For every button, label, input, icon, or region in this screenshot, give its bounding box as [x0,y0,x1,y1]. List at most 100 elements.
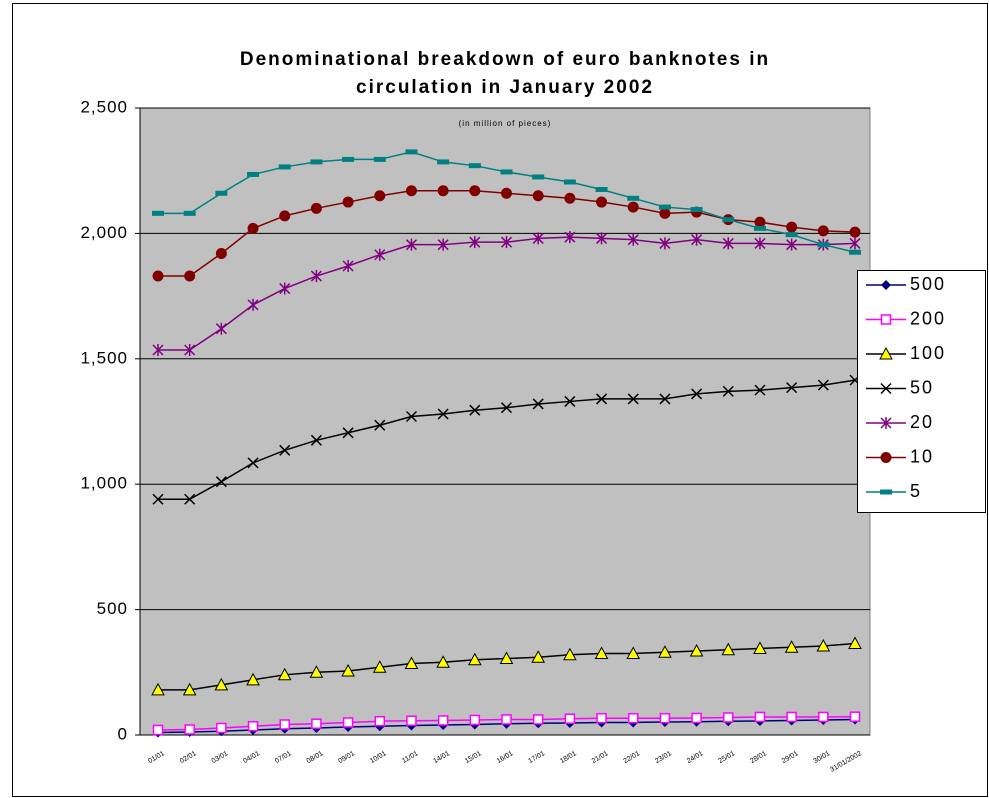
point [818,711,829,723]
point [437,408,449,420]
point [405,238,417,251]
point [247,298,259,311]
point [310,159,323,165]
point [214,677,229,691]
legend-marker [880,314,892,325]
point [499,651,514,665]
y-tick-label: 500 [97,599,128,618]
point [437,159,450,165]
legend-label: 500 [910,274,946,294]
point [658,204,671,210]
y-tick-label: 2,000 [80,223,128,242]
point [374,419,386,431]
point [690,207,703,213]
point [469,404,481,416]
point [469,185,481,197]
point [786,221,798,233]
point [405,185,417,197]
point [563,179,576,185]
point [310,434,322,446]
point [184,344,196,357]
point [721,642,736,656]
legend-marker [880,417,892,429]
title-line: Denominational breakdown of euro banknot… [240,49,770,70]
plot-area [139,107,871,736]
point [372,660,387,673]
point [849,237,861,250]
legend-marker [879,346,893,360]
point [627,201,639,213]
point [404,656,419,670]
point [182,682,197,696]
point [468,163,481,169]
point [310,270,322,283]
point [279,719,290,730]
point [594,646,609,659]
point [437,185,449,197]
point [151,682,165,696]
point [215,476,227,488]
point [279,282,291,295]
title-line: circulation in January 2002 [356,77,654,98]
point [627,393,639,405]
point [564,395,576,407]
point [184,724,195,735]
point [215,322,227,335]
point [405,149,418,155]
point [849,226,861,238]
point [817,379,829,391]
point [437,715,449,726]
point [723,712,734,723]
point [152,724,164,736]
point [784,640,799,653]
y-tick-label: 0 [118,724,128,743]
legend-label: 100 [910,343,946,363]
point [183,210,196,216]
y-tick-label: 1,500 [80,348,128,367]
point [246,672,260,686]
legend-marker [880,382,892,395]
point [754,216,766,228]
point [152,210,164,216]
point [184,270,196,282]
point [500,402,513,414]
point [532,232,544,245]
point [152,493,164,505]
point [309,665,324,678]
legend-label: 200 [910,308,946,328]
legend-marker [880,489,892,495]
point [532,174,545,180]
point [247,457,259,469]
point [279,210,291,222]
point [849,249,861,255]
point [754,384,766,396]
legend-label: 5 [910,481,922,501]
point [374,715,386,727]
point [500,169,513,175]
point [596,196,608,208]
point [627,233,639,246]
point [311,718,322,729]
point [501,187,512,199]
point [342,156,355,162]
point [467,652,482,666]
point [849,711,861,722]
point [501,714,512,725]
point [626,646,641,659]
point [247,171,260,177]
point [816,638,831,652]
point [722,217,735,223]
point [215,190,228,196]
point [277,667,292,681]
point [691,388,703,400]
point [341,664,355,677]
point [722,385,734,397]
point [215,247,227,259]
point [753,641,767,654]
point [659,712,671,724]
point [373,156,386,162]
legend [857,270,986,513]
legend-marker [881,280,891,290]
point [216,722,227,734]
point [659,237,671,250]
